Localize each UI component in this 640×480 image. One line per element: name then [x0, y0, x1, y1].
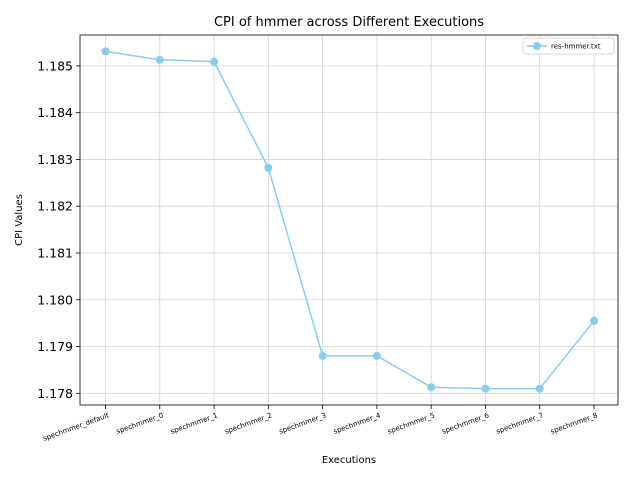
y-tick-label: 1.180 [37, 292, 73, 307]
data-point [372, 351, 381, 360]
x-tick-label: spechmmer_0 [115, 411, 164, 435]
grid-lines [80, 35, 618, 405]
legend-box [522, 37, 615, 55]
plot-area-frame [79, 34, 619, 406]
x-tick-label: spechmmer_default [42, 411, 110, 442]
data-point [155, 55, 164, 64]
y-tick-label: 1.181 [37, 245, 73, 260]
data-point [427, 383, 436, 392]
x-tick-label: spechmmer_6 [441, 411, 491, 436]
x-tick-label: spechmmer_7 [495, 411, 544, 435]
x-tick-label: spechmmer_2 [224, 411, 273, 435]
y-tick-label: 1.178 [37, 386, 73, 401]
x-tick-label: spechmmer_3 [278, 411, 327, 435]
y-tick-label: 1.179 [37, 339, 73, 354]
chart-title: CPI of hmmer across Different Executions [214, 15, 484, 30]
data-point [535, 384, 544, 393]
data-point [318, 351, 327, 360]
legend: res-hmmer.txt [522, 37, 615, 55]
data-point [481, 384, 490, 393]
y-axis: 1.178 1.179 1.180 1.181 1.182 1.183 1.184 1.185 [37, 58, 80, 401]
series-line [105, 50, 595, 390]
y-tick-label: 1.185 [37, 58, 73, 73]
y-axis-label: CPI Values [14, 194, 25, 246]
data-point [210, 57, 219, 66]
y-tick-label: 1.183 [37, 152, 73, 167]
x-tick-label: spechmmer_4 [332, 411, 382, 436]
x-axis: spechmmer_default spechmmer_0 spechmmer_1 s… [42, 405, 599, 443]
y-tick-label: 1.182 [37, 199, 73, 214]
legend-marker [533, 42, 541, 50]
x-tick-label: spechmmer_1 [170, 411, 219, 435]
x-tick-label: spechmmer_5 [387, 411, 436, 435]
x-tick-label: spechmmer_8 [549, 411, 598, 435]
data-point [590, 316, 598, 325]
y-tick-label: 1.184 [37, 105, 73, 120]
legend-label: res-hmmer.txt [551, 43, 601, 51]
x-axis-label: Executions [322, 455, 376, 466]
series-layer [101, 47, 598, 393]
data-point [101, 47, 110, 56]
data-point [264, 163, 273, 172]
